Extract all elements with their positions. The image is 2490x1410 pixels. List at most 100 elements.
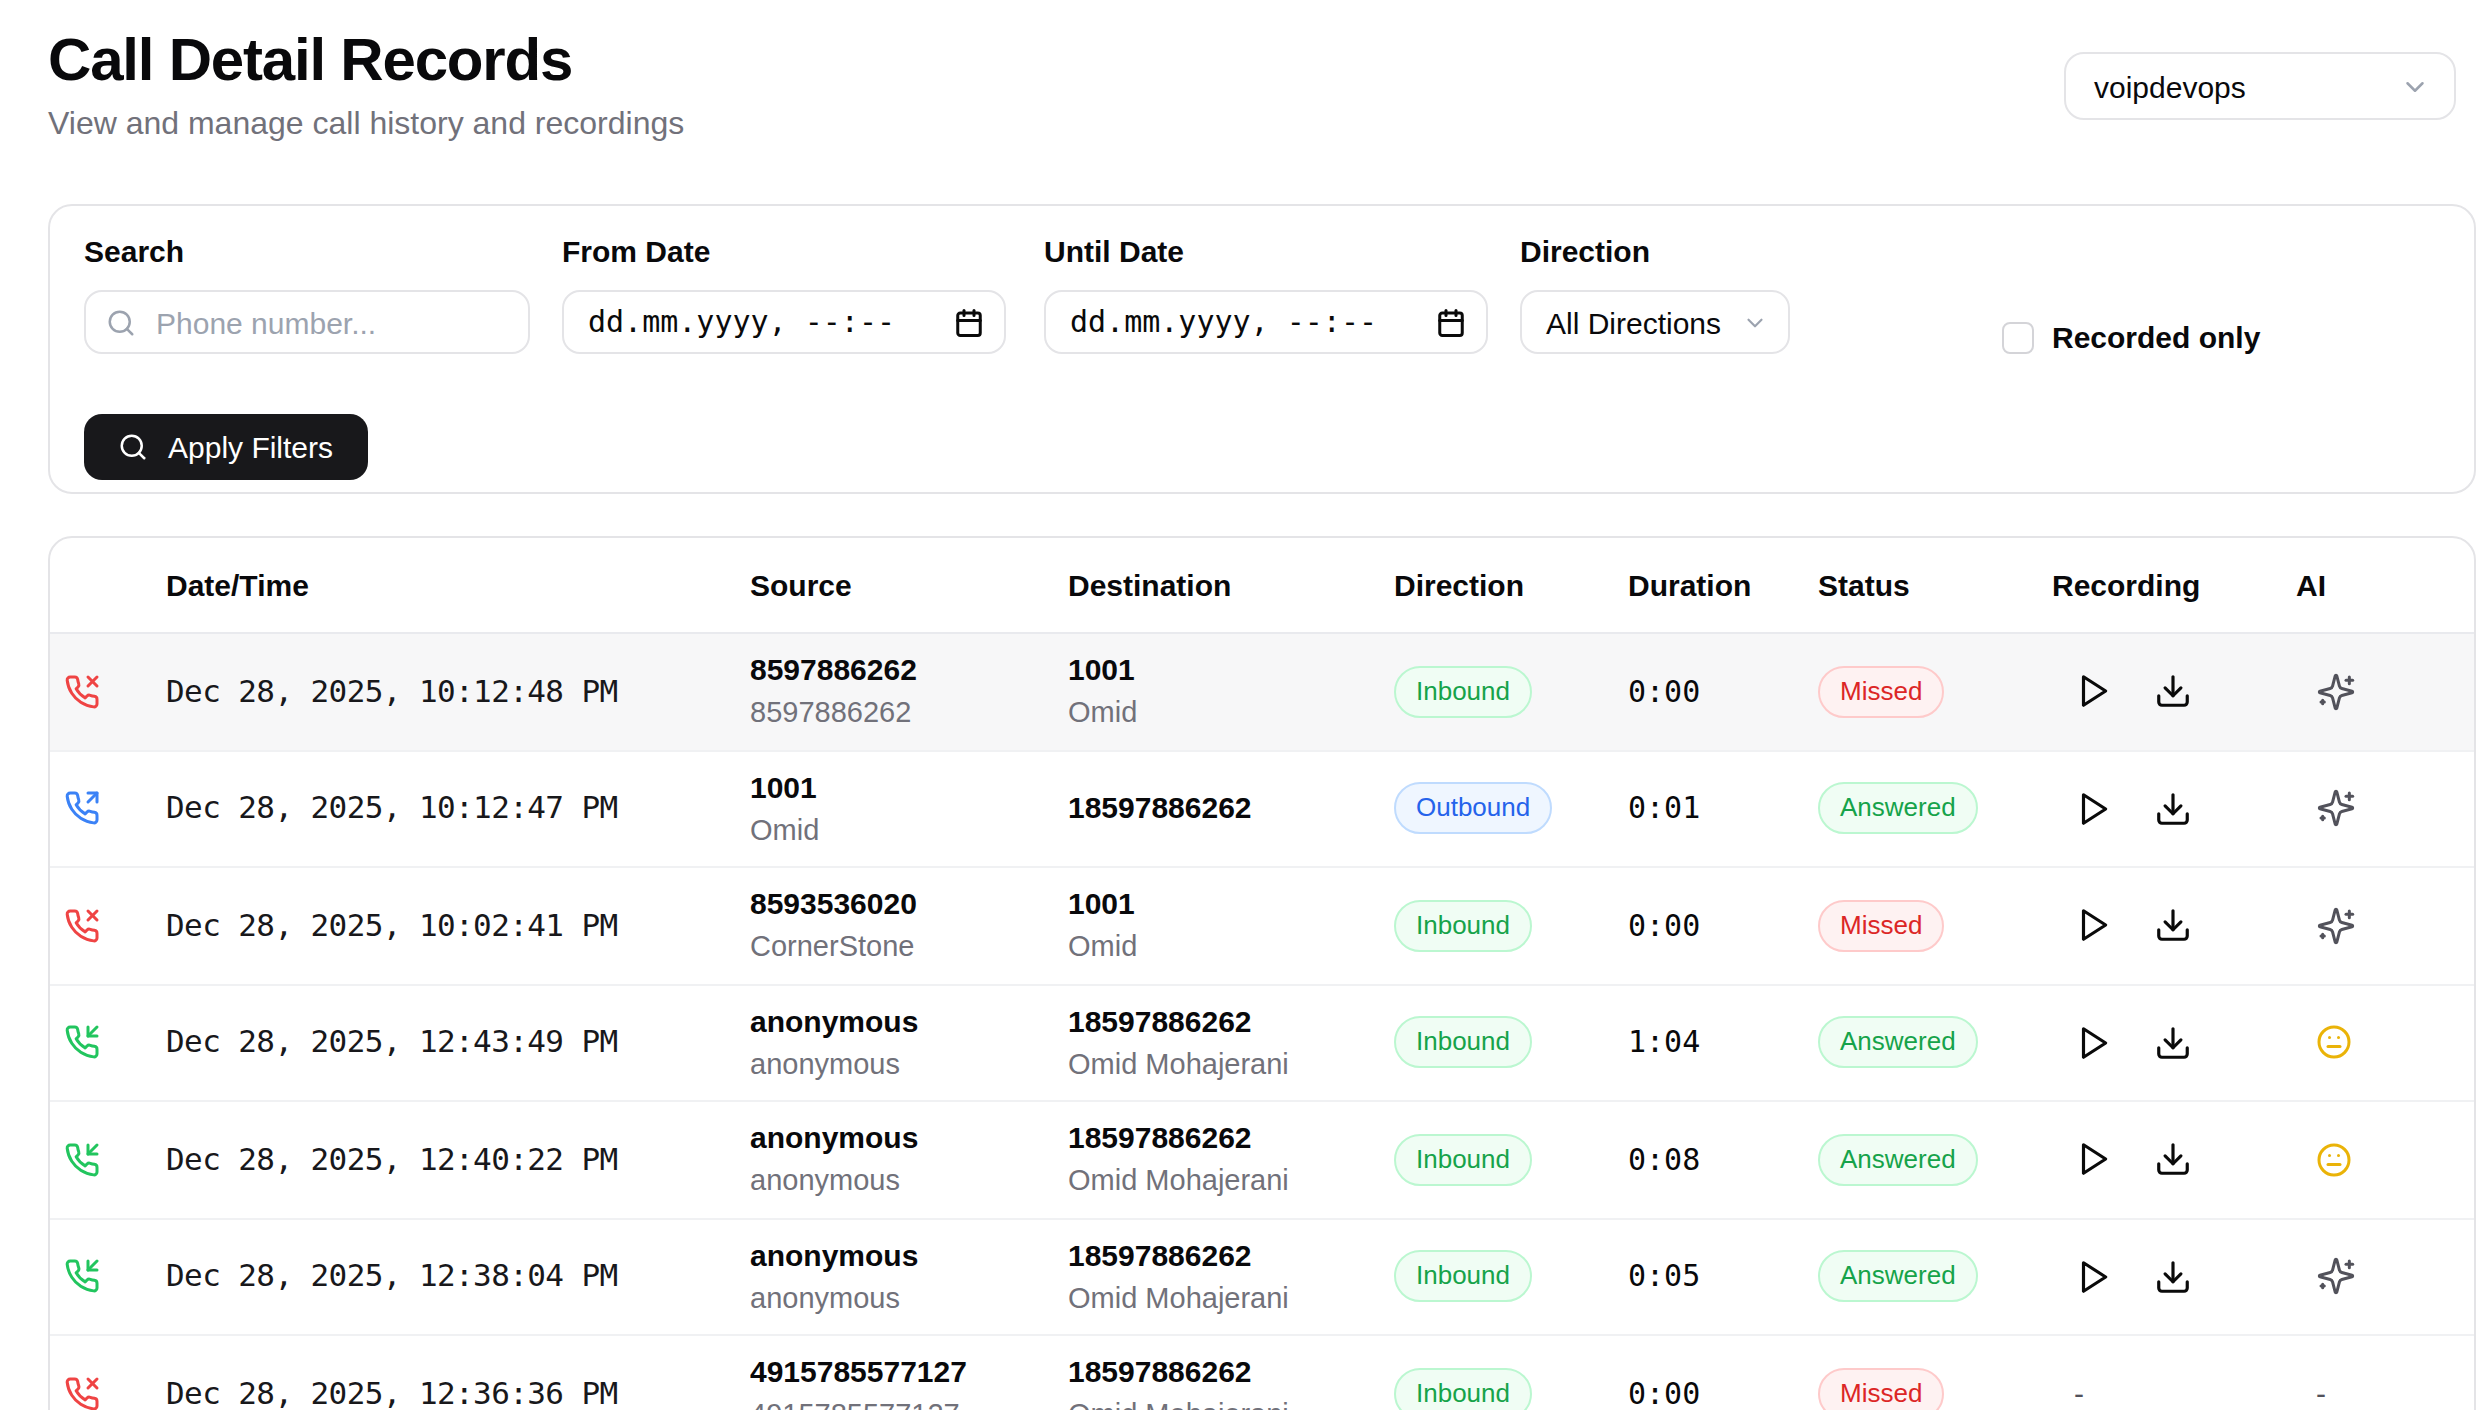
column-header-destination: Destination xyxy=(1068,568,1394,602)
call-datetime: Dec 28, 2025, 12:40:22 PM xyxy=(166,1142,750,1178)
direction-badge: Inbound xyxy=(1394,1368,1532,1410)
phone-missed-icon xyxy=(50,1376,166,1410)
status-badge: Answered xyxy=(1818,1251,1978,1303)
status-cell: Missed xyxy=(1818,900,2052,952)
source-name: anonymous xyxy=(750,1278,1056,1320)
column-header-ai: AI xyxy=(2296,568,2474,602)
search-label: Search xyxy=(84,234,530,268)
direction-select[interactable]: All Directions xyxy=(1520,290,1790,354)
direction-badge: Outbound xyxy=(1394,783,1552,835)
duration-cell: 1:04 xyxy=(1628,1025,1818,1061)
ai-sparkles-icon[interactable] xyxy=(2316,672,2356,712)
source-cell: anonymous anonymous xyxy=(750,1117,1068,1203)
page-title: Call Detail Records xyxy=(48,26,684,94)
phone-incoming-icon xyxy=(50,1259,166,1295)
source-cell: anonymous anonymous xyxy=(750,1234,1068,1320)
ai-cell xyxy=(2296,1025,2474,1061)
call-record-row[interactable]: Dec 28, 2025, 12:38:04 PM anonymous anon… xyxy=(50,1219,2474,1336)
call-datetime: Dec 28, 2025, 12:38:04 PM xyxy=(166,1259,750,1295)
search-input[interactable] xyxy=(152,303,508,341)
recording-cell xyxy=(2052,1141,2296,1179)
phone-missed-icon xyxy=(50,908,166,944)
call-record-row[interactable]: Dec 28, 2025, 12:36:36 PM 4915785577127 … xyxy=(50,1336,2474,1410)
status-cell: Answered xyxy=(1818,1134,2052,1186)
call-detail-records-page: Call Detail Records View and manage call… xyxy=(0,0,2490,1410)
calendar-icon[interactable] xyxy=(954,307,984,337)
recording-cell xyxy=(2052,1024,2296,1062)
apply-filters-button[interactable]: Apply Filters xyxy=(84,414,367,480)
column-header-recording: Recording xyxy=(2052,568,2296,602)
call-record-row[interactable]: Dec 28, 2025, 12:40:22 PM anonymous anon… xyxy=(50,1102,2474,1219)
duration-cell: 0:05 xyxy=(1628,1259,1818,1295)
destination-number: 18597886262 xyxy=(1068,1000,1382,1044)
direction-badge: Inbound xyxy=(1394,1017,1532,1069)
source-number: 4915785577127 xyxy=(750,1351,1056,1395)
recording-cell xyxy=(2052,673,2296,711)
download-recording-button[interactable] xyxy=(2154,673,2192,711)
direction-badge: Inbound xyxy=(1394,1251,1532,1303)
account-selector[interactable]: voipdevops xyxy=(2064,52,2456,120)
call-record-row[interactable]: Dec 28, 2025, 10:02:41 PM 8593536020 Cor… xyxy=(50,868,2474,985)
download-recording-button[interactable] xyxy=(2154,790,2192,828)
status-badge: Answered xyxy=(1818,1017,1978,1069)
play-recording-button[interactable] xyxy=(2074,673,2112,711)
destination-cell: 18597886262 Omid Mohajerani xyxy=(1068,1000,1394,1086)
play-recording-button[interactable] xyxy=(2074,907,2112,945)
direction-select-value: All Directions xyxy=(1546,305,1721,339)
call-datetime: Dec 28, 2025, 12:43:49 PM xyxy=(166,1025,750,1061)
from-date-placeholder: dd.mm.yyyy, --:-- xyxy=(588,304,895,340)
destination-cell: 18597886262 Omid Mohajerani xyxy=(1068,1351,1394,1410)
play-recording-button[interactable] xyxy=(2074,790,2112,828)
destination-cell: 1001 Omid xyxy=(1068,649,1394,735)
recording-cell xyxy=(2052,1258,2296,1296)
download-recording-button[interactable] xyxy=(2154,1024,2192,1062)
ai-sparkles-icon[interactable] xyxy=(2316,789,2356,829)
recorded-only-checkbox[interactable] xyxy=(2002,321,2034,353)
download-recording-button[interactable] xyxy=(2154,1258,2192,1296)
destination-cell: 18597886262 Omid Mohajerani xyxy=(1068,1117,1394,1203)
recording-cell: - xyxy=(2052,1377,2296,1410)
direction-cell: Inbound xyxy=(1394,1251,1628,1303)
status-cell: Answered xyxy=(1818,1017,2052,1069)
search-filter-group: Search xyxy=(84,234,530,354)
play-recording-button[interactable] xyxy=(2074,1141,2112,1179)
source-number: anonymous xyxy=(750,1117,1056,1161)
column-header-direction: Direction xyxy=(1394,568,1628,602)
direction-badge: Inbound xyxy=(1394,900,1532,952)
source-name: Omid xyxy=(750,810,1056,852)
from-date-input[interactable]: dd.mm.yyyy, --:-- xyxy=(562,290,1006,354)
account-selector-value: voipdevops xyxy=(2094,69,2246,103)
duration-cell: 0:00 xyxy=(1628,908,1818,944)
recording-cell xyxy=(2052,907,2296,945)
call-record-row[interactable]: Dec 28, 2025, 10:12:47 PM 1001 Omid 1859… xyxy=(50,751,2474,868)
ai-sentiment-neutral-icon xyxy=(2316,1142,2352,1178)
destination-number: 1001 xyxy=(1068,883,1382,927)
download-recording-button[interactable] xyxy=(2154,1141,2192,1179)
destination-number: 18597886262 xyxy=(1068,1117,1382,1161)
until-date-input[interactable]: dd.mm.yyyy, --:-- xyxy=(1044,290,1488,354)
recorded-only-group: Recorded only xyxy=(2002,320,2260,354)
duration-cell: 0:08 xyxy=(1628,1142,1818,1178)
call-record-row[interactable]: Dec 28, 2025, 10:12:48 PM 8597886262 859… xyxy=(50,634,2474,751)
ai-sentiment-neutral-icon xyxy=(2316,1025,2352,1061)
source-name: anonymous xyxy=(750,1044,1056,1086)
play-recording-button[interactable] xyxy=(2074,1024,2112,1062)
destination-number: 18597886262 xyxy=(1068,1234,1382,1278)
call-record-row[interactable]: Dec 28, 2025, 12:43:49 PM anonymous anon… xyxy=(50,985,2474,1102)
source-number: anonymous xyxy=(750,1234,1056,1278)
calendar-icon[interactable] xyxy=(1436,307,1466,337)
ai-sparkles-icon[interactable] xyxy=(2316,1257,2356,1297)
status-cell: Missed xyxy=(1818,1368,2052,1410)
status-badge: Answered xyxy=(1818,783,1978,835)
play-recording-button[interactable] xyxy=(2074,1258,2112,1296)
direction-label: Direction xyxy=(1520,234,1790,268)
status-badge: Missed xyxy=(1818,900,1944,952)
duration-cell: 0:00 xyxy=(1628,674,1818,710)
ai-sparkles-icon[interactable] xyxy=(2316,906,2356,946)
download-recording-button[interactable] xyxy=(2154,907,2192,945)
direction-badge: Inbound xyxy=(1394,666,1532,718)
filters-panel: Search From Date dd.mm.yyyy, --:-- Until… xyxy=(48,204,2476,494)
duration-cell: 0:01 xyxy=(1628,791,1818,827)
search-icon xyxy=(118,432,148,462)
direction-cell: Inbound xyxy=(1394,900,1628,952)
